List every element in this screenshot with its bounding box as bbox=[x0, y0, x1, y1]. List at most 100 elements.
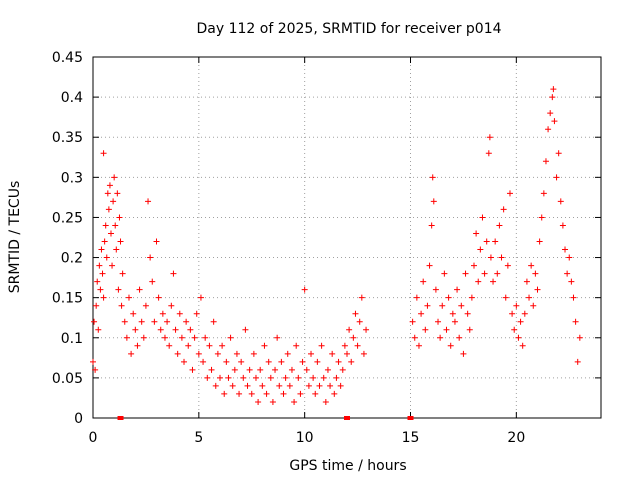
data-point bbox=[511, 326, 518, 333]
data-point bbox=[557, 198, 564, 205]
data-point bbox=[519, 342, 526, 349]
data-point bbox=[486, 134, 493, 141]
data-point bbox=[178, 334, 185, 341]
data-point bbox=[420, 278, 427, 285]
data-point bbox=[515, 334, 522, 341]
y-tick-label: 0.35 bbox=[52, 130, 83, 146]
data-point bbox=[305, 382, 312, 389]
data-point bbox=[170, 270, 177, 277]
data-point bbox=[564, 270, 571, 277]
data-point bbox=[477, 246, 484, 253]
data-point bbox=[301, 286, 308, 293]
data-point bbox=[314, 358, 321, 365]
data-point bbox=[435, 318, 442, 325]
data-point bbox=[360, 350, 367, 357]
data-point bbox=[109, 262, 116, 269]
data-point bbox=[221, 390, 228, 397]
data-point bbox=[102, 222, 109, 229]
data-point bbox=[308, 350, 315, 357]
data-point bbox=[191, 334, 198, 341]
data-point bbox=[155, 294, 162, 301]
data-point bbox=[540, 190, 547, 197]
data-point bbox=[214, 350, 221, 357]
data-point bbox=[443, 326, 450, 333]
data-point bbox=[125, 294, 132, 301]
chart-title: Day 112 of 2025, SRMTID for receiver p01… bbox=[196, 21, 501, 37]
data-point bbox=[286, 382, 293, 389]
data-point bbox=[97, 286, 104, 293]
data-point bbox=[572, 318, 579, 325]
data-point bbox=[337, 382, 344, 389]
data-point bbox=[344, 350, 350, 357]
data-point bbox=[316, 382, 323, 389]
data-point bbox=[568, 278, 575, 285]
data-point bbox=[240, 374, 247, 381]
y-tick-label: 0.3 bbox=[61, 170, 83, 186]
data-point bbox=[91, 318, 98, 325]
data-point bbox=[464, 310, 471, 317]
y-tick-label: 0.05 bbox=[52, 371, 83, 387]
data-point bbox=[223, 358, 230, 365]
data-point bbox=[426, 262, 433, 269]
data-point bbox=[267, 374, 274, 381]
grid-lines bbox=[93, 57, 601, 418]
data-point bbox=[322, 398, 329, 405]
data-point bbox=[352, 310, 359, 317]
data-point bbox=[513, 302, 520, 309]
data-point bbox=[130, 310, 137, 317]
data-point bbox=[447, 342, 454, 349]
data-point bbox=[101, 238, 108, 245]
data-point bbox=[193, 310, 200, 317]
y-tick-label: 0.15 bbox=[52, 291, 83, 307]
data-point bbox=[138, 318, 145, 325]
data-point bbox=[147, 254, 154, 261]
zero-marker bbox=[117, 416, 124, 420]
data-point bbox=[498, 254, 505, 261]
data-point bbox=[238, 358, 245, 365]
data-point bbox=[475, 278, 482, 285]
data-point bbox=[202, 334, 209, 341]
data-point bbox=[284, 350, 291, 357]
data-point bbox=[181, 358, 188, 365]
data-point bbox=[121, 318, 128, 325]
x-tick-label: 0 bbox=[89, 430, 98, 446]
data-point bbox=[100, 294, 107, 301]
data-point bbox=[119, 270, 126, 277]
data-point bbox=[145, 198, 152, 205]
data-point bbox=[265, 358, 272, 365]
y-axis-label: SRMTID / TECUs bbox=[7, 181, 23, 294]
data-point bbox=[200, 358, 207, 365]
data-point bbox=[333, 374, 340, 381]
data-point bbox=[233, 350, 240, 357]
data-point bbox=[117, 238, 124, 245]
data-point bbox=[288, 366, 295, 373]
data-point bbox=[494, 270, 501, 277]
data-point bbox=[454, 286, 461, 293]
data-point bbox=[310, 374, 317, 381]
data-point bbox=[339, 366, 346, 373]
data-point bbox=[331, 390, 338, 397]
data-point bbox=[542, 158, 549, 165]
data-point bbox=[291, 398, 298, 405]
data-point bbox=[90, 358, 96, 365]
data-point bbox=[225, 374, 232, 381]
data-point bbox=[422, 326, 429, 333]
data-point bbox=[112, 222, 119, 229]
data-point bbox=[174, 350, 181, 357]
data-point bbox=[320, 374, 327, 381]
data-point bbox=[415, 342, 422, 349]
data-point bbox=[430, 198, 437, 205]
data-point bbox=[545, 126, 552, 133]
data-point bbox=[490, 278, 497, 285]
data-point bbox=[413, 294, 420, 301]
data-point bbox=[107, 230, 114, 237]
data-point bbox=[255, 398, 262, 405]
data-point bbox=[197, 294, 204, 301]
axis-ticks: 0 0.05 0.1 0.15 0.2 0.25 0.3 0.35 0.4 0.45 0 5 10 15 2… bbox=[52, 50, 601, 446]
data-point bbox=[555, 150, 562, 157]
data-point bbox=[280, 390, 287, 397]
data-point bbox=[528, 262, 535, 269]
data-point bbox=[96, 262, 103, 269]
data-point bbox=[269, 398, 276, 405]
data-point bbox=[272, 366, 279, 373]
